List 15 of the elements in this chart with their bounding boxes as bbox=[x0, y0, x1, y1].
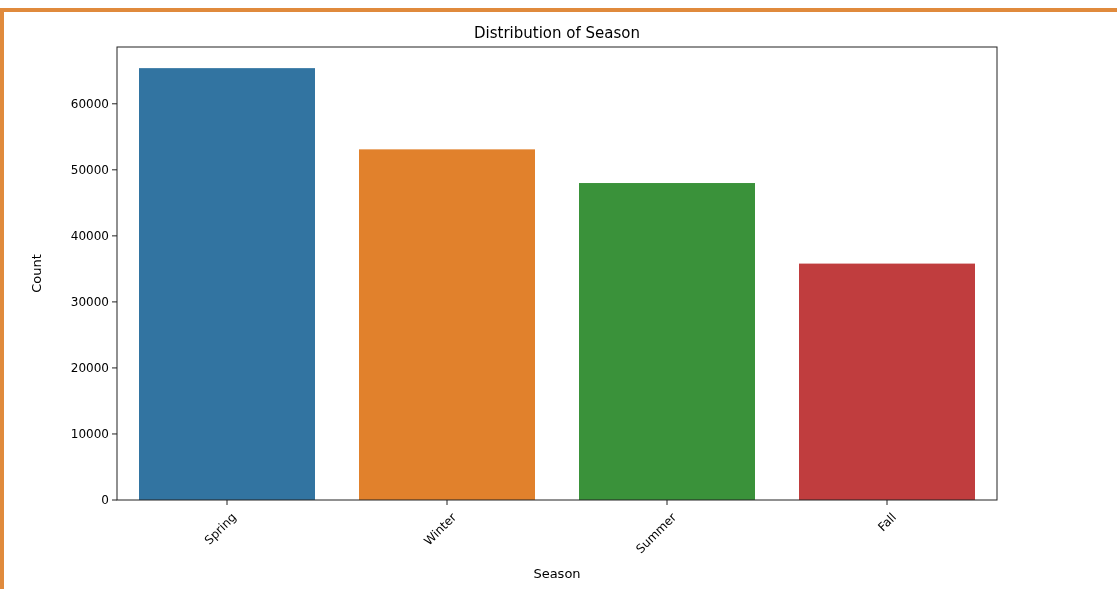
x-tick-label: Fall bbox=[875, 510, 900, 535]
y-tick-label: 20000 bbox=[70, 361, 109, 376]
y-axis-title: Count bbox=[29, 254, 44, 293]
y-tick-label: 60000 bbox=[70, 96, 109, 111]
y-tick-label: 0 bbox=[101, 493, 109, 508]
y-tick-label: 50000 bbox=[70, 163, 109, 178]
y-tick-label: 10000 bbox=[70, 427, 109, 442]
x-axis-title: Season bbox=[533, 566, 581, 581]
bar bbox=[579, 183, 755, 500]
bar bbox=[139, 68, 315, 500]
chart-title: Distribution of Season bbox=[474, 24, 640, 42]
y-tick-label: 40000 bbox=[70, 229, 109, 244]
bar bbox=[799, 263, 975, 500]
y-tick-label: 30000 bbox=[70, 295, 109, 310]
bar bbox=[359, 149, 535, 500]
